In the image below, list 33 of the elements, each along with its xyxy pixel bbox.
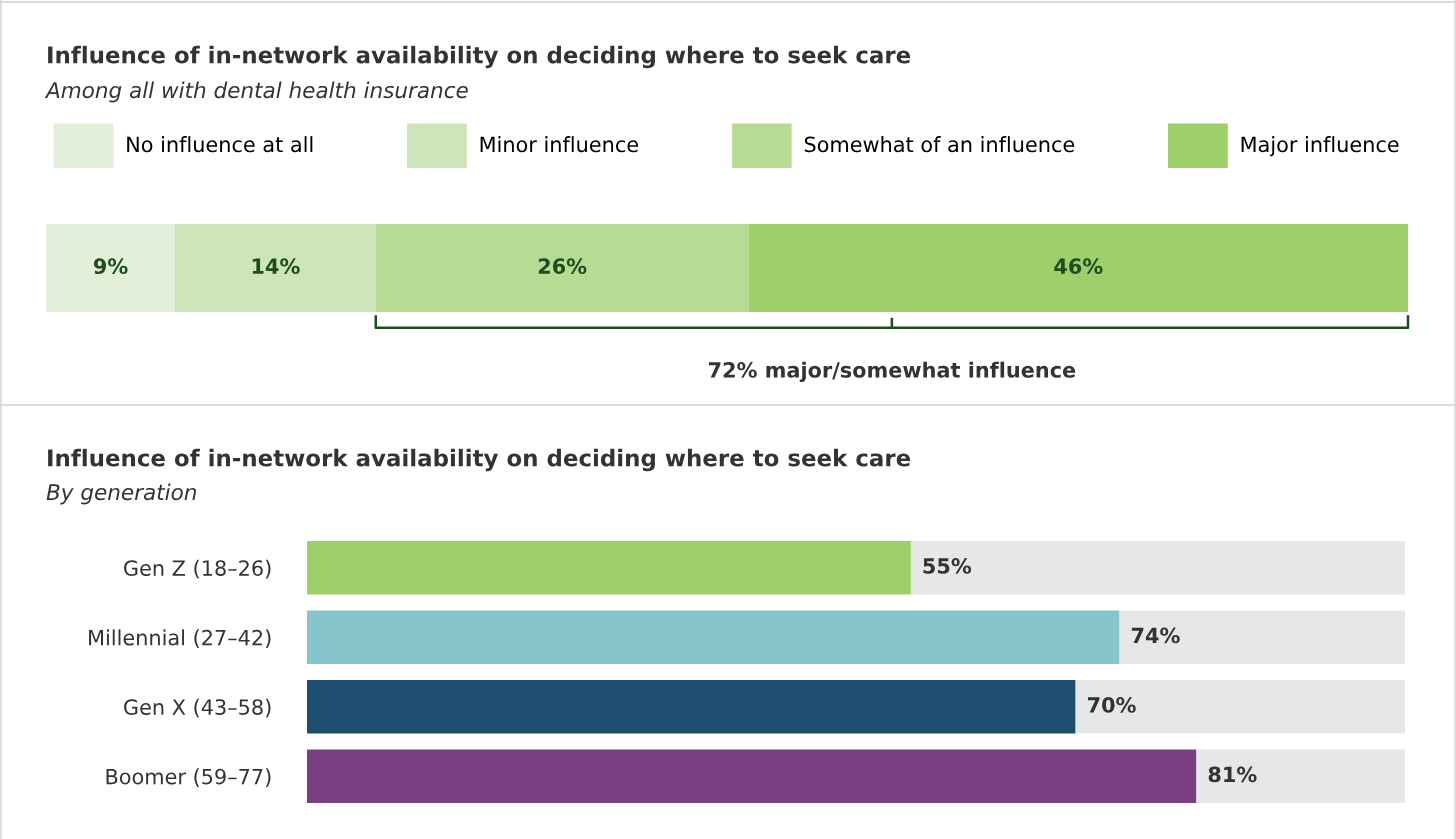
data-label: 14% xyxy=(252,258,300,275)
legend-label: No influence at all xyxy=(127,136,313,153)
bar xyxy=(1075,679,1405,734)
data-label: 81% xyxy=(1208,766,1257,783)
data-label: 70% xyxy=(1087,697,1136,713)
bar xyxy=(307,749,1197,804)
data-label: 74% xyxy=(1131,627,1180,644)
data-label: 55% xyxy=(923,558,972,574)
y-tick-label: Gen X (43–58) xyxy=(124,698,271,718)
text: 72% major/somewhat influence xyxy=(708,361,1076,382)
text: By generation xyxy=(46,483,196,505)
chart-title: Influence of in-network availability on deciding where to seek care xyxy=(48,45,911,69)
legend-label: Somewhat of an influence xyxy=(804,136,1075,153)
data-label: 46% xyxy=(1054,258,1103,275)
bar xyxy=(307,679,1076,734)
data-label: 26% xyxy=(538,258,587,275)
bar xyxy=(307,610,1120,665)
bar xyxy=(910,540,1405,595)
bar xyxy=(748,224,1408,312)
data-label: 9% xyxy=(93,258,128,275)
bar xyxy=(1196,749,1405,804)
legend-label: Minor influence xyxy=(480,136,638,153)
y-tick-label: Millennial (27–42) xyxy=(89,629,271,648)
y-tick-label: Boomer (59–77) xyxy=(106,768,271,787)
legend-label: Major influence xyxy=(1241,136,1399,157)
bar xyxy=(307,540,911,595)
chart-subtitle: Among all with dental health insurance xyxy=(44,81,468,103)
bar xyxy=(1119,610,1405,665)
bar xyxy=(175,224,376,312)
y-tick-label: Gen Z (18–26) xyxy=(124,559,271,579)
chart-title: Influence of in-network availability on deciding where to seek care xyxy=(48,448,911,472)
bar xyxy=(46,224,176,312)
bar xyxy=(375,224,749,312)
